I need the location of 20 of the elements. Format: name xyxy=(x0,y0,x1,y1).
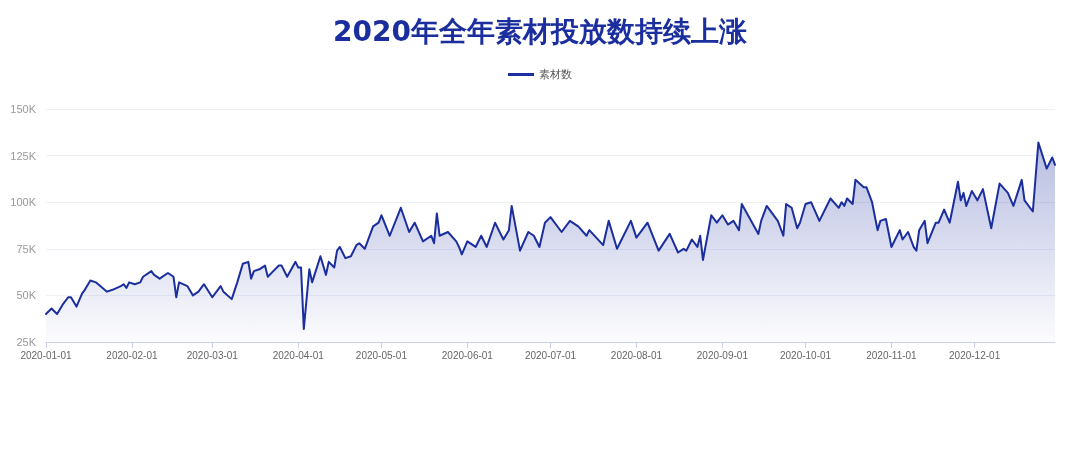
x-tick-label: 2020-04-01 xyxy=(272,349,325,361)
y-tick-label: 25K xyxy=(16,336,37,348)
y-tick-label: 50K xyxy=(16,289,37,302)
x-tick-label: 2020-02-01 xyxy=(106,349,158,361)
x-tick-label: 2020-11-01 xyxy=(866,349,918,361)
x-tick-label: 2020-08-01 xyxy=(610,349,663,361)
chart-title: 2020年全年素材投放数持续上涨 xyxy=(333,14,748,48)
x-tick-label: 2020-10-01 xyxy=(779,349,832,361)
legend-label: 素材数 xyxy=(539,68,572,81)
y-tick-label: 75K xyxy=(16,242,37,255)
y-tick-label: 150K xyxy=(10,103,37,115)
x-tick-label: 2020-03-01 xyxy=(186,349,239,361)
x-tick-label: 2020-05-01 xyxy=(355,349,408,361)
y-tick-label: 125K xyxy=(10,149,37,162)
x-tick-label: 2020-12-01 xyxy=(949,349,1001,361)
y-tick-label: 100K xyxy=(10,196,37,209)
x-tick-label: 2020-07-01 xyxy=(524,349,577,361)
x-tick-label: 2020-06-01 xyxy=(441,349,494,361)
x-tick-label: 2020-09-01 xyxy=(696,349,749,361)
x-tick-label: 2020-01-01 xyxy=(20,349,73,361)
